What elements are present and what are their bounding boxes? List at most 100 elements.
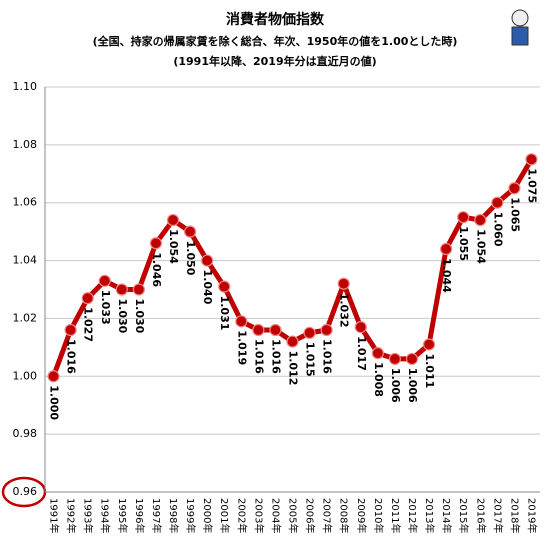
data-label: 1.030 (133, 299, 146, 334)
x-tick-label: 2000年 (201, 498, 214, 533)
y-tick-label: 0.96 (13, 485, 38, 498)
data-point (474, 213, 487, 227)
data-label: 1.016 (252, 339, 265, 374)
data-label: 1.031 (218, 296, 231, 331)
x-tick-label: 2018年 (508, 498, 521, 533)
data-label: 1.033 (99, 290, 112, 325)
x-tick-label: 2013年 (423, 498, 436, 533)
data-label: 1.075 (525, 168, 538, 203)
data-label: 1.017 (355, 336, 368, 371)
data-point (218, 280, 231, 293)
data-label: 1.011 (423, 353, 436, 388)
x-tick-label: 2001年 (218, 498, 231, 533)
data-point (286, 335, 299, 348)
data-label: 1.060 (491, 212, 504, 247)
chart-subtitle: (全国、持家の帰属家賃を除く総合、年次、1950年の値を1.00とした時) (93, 34, 458, 48)
x-tick-label: 2009年 (355, 498, 368, 533)
x-tick-label: 1996年 (133, 498, 146, 533)
data-label: 1.044 (440, 258, 453, 293)
data-label: 1.008 (372, 362, 385, 397)
data-point (269, 323, 282, 337)
data-point (183, 225, 197, 238)
data-label: 1.027 (82, 307, 95, 342)
data-point (371, 347, 384, 360)
data-label: 1.065 (508, 197, 521, 232)
data-label: 1.016 (65, 339, 78, 374)
y-tick-label: 0.98 (13, 427, 38, 440)
x-tick-label: 2004年 (269, 498, 282, 533)
data-point (166, 213, 180, 227)
x-tick-label: 2014年 (440, 498, 453, 533)
x-tick-label: 2016年 (474, 498, 487, 533)
data-point (422, 338, 436, 351)
data-point (440, 242, 453, 256)
data-point (64, 323, 77, 337)
data-label: 1.055 (457, 226, 470, 261)
data-point (457, 211, 470, 224)
data-point (81, 292, 94, 305)
x-tick-label: 1994年 (99, 498, 112, 533)
x-tick-label: 2006年 (304, 498, 317, 533)
y-tick-label: 1.08 (13, 138, 38, 151)
data-label: 1.000 (48, 385, 61, 420)
data-label: 1.016 (269, 339, 282, 374)
data-point (405, 352, 419, 366)
x-tick-label: 1993年 (82, 498, 95, 533)
data-point (303, 326, 316, 339)
data-point (201, 254, 214, 267)
data-label: 1.054 (474, 229, 487, 264)
data-label: 1.054 (167, 229, 180, 264)
y-tick-label: 1.10 (13, 80, 38, 93)
data-label: 1.006 (389, 368, 402, 403)
x-tick-label: 2007年 (321, 498, 334, 533)
y-tick-label: 1.06 (13, 196, 38, 209)
data-label: 1.030 (116, 299, 129, 334)
data-point (491, 196, 504, 209)
x-tick-label: 1999年 (184, 498, 197, 533)
data-point (98, 274, 111, 287)
x-tick-label: 1992年 (65, 498, 78, 533)
y-tick-label: 1.00 (13, 369, 38, 382)
x-tick-label: 2008年 (338, 498, 351, 533)
x-tick-label: 1997年 (150, 498, 163, 533)
data-point (354, 321, 367, 334)
data-label: 1.012 (287, 351, 300, 386)
data-label: 1.032 (338, 293, 351, 328)
data-point (132, 283, 145, 296)
x-tick-label: 2005年 (287, 498, 300, 533)
data-point (337, 277, 350, 290)
y-tick-label: 1.04 (13, 254, 38, 267)
x-tick-label: 2015年 (457, 498, 470, 533)
y-tick-label: 1.02 (13, 311, 38, 324)
data-point (508, 182, 521, 195)
logo (511, 9, 529, 46)
x-tick-label: 2017年 (491, 498, 504, 533)
data-point (149, 237, 163, 250)
x-tick-label: 2011年 (389, 498, 402, 533)
data-label: 1.046 (150, 252, 163, 287)
x-tick-label: 2002年 (235, 498, 248, 533)
data-label: 1.019 (235, 330, 248, 365)
chart-title: 消費者物価指数 (226, 11, 325, 28)
data-label: 1.006 (406, 368, 419, 403)
chart-subtitle: (1991年以降、2019年分は直近月の値) (173, 54, 376, 68)
data-point (235, 315, 248, 328)
x-tick-label: 2003年 (252, 498, 265, 533)
data-point (320, 323, 333, 337)
data-point (115, 283, 128, 296)
x-tick-label: 2019年 (525, 498, 538, 533)
data-label: 1.040 (201, 270, 214, 305)
data-point (525, 153, 538, 166)
data-label: 1.050 (184, 241, 197, 276)
x-tick-label: 2010年 (372, 498, 385, 533)
x-tick-label: 1991年 (48, 498, 61, 533)
data-label: 1.016 (321, 339, 334, 374)
data-point (388, 352, 402, 366)
data-point (47, 370, 60, 383)
data-point (252, 323, 265, 337)
x-tick-label: 2012年 (406, 498, 419, 533)
data-label: 1.015 (304, 342, 317, 377)
x-tick-label: 1995年 (116, 498, 129, 533)
